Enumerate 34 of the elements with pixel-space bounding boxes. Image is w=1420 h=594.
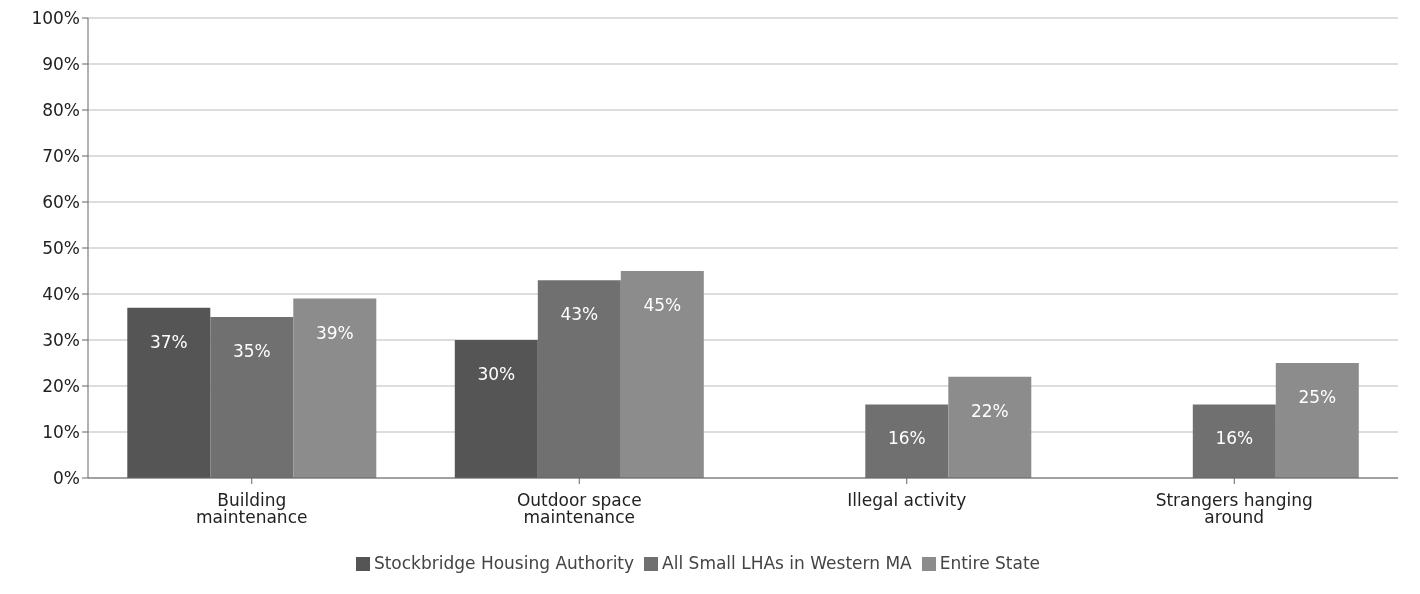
data-label: 43% [560, 304, 599, 325]
y-tick-label: 90% [42, 54, 80, 75]
y-tick-label: 40% [42, 284, 80, 305]
data-label: 39% [315, 322, 354, 343]
bar [454, 340, 538, 478]
legend-label: All Small LHAs in Western MA [662, 553, 912, 573]
data-label: 45% [643, 295, 682, 315]
bar [948, 376, 1032, 478]
y-tick-label: 20% [42, 376, 80, 397]
data-label: 22% [970, 400, 1009, 421]
y-tick-label: 30% [42, 330, 80, 351]
data-label: 35% [232, 341, 271, 361]
y-tick-label: 100% [31, 8, 80, 29]
data-label: 25% [1298, 387, 1337, 407]
y-tick-label: 10% [42, 422, 80, 443]
y-tick-label: 80% [42, 100, 80, 121]
legend-label: Stockbridge Housing Authority [373, 553, 635, 573]
bar [293, 298, 377, 478]
data-label: 16% [887, 428, 926, 449]
x-tick-label: Illegal activity [847, 490, 967, 511]
bar [1275, 363, 1359, 478]
legend-label: Entire State [939, 553, 1041, 573]
bar [127, 307, 211, 478]
y-tick-label: 0% [53, 468, 80, 489]
data-label: 30% [477, 364, 516, 384]
x-tick-label: Building maintenance [196, 490, 308, 528]
x-tick-label: Outdoor space maintenance [516, 490, 642, 528]
y-tick-label: 60% [42, 192, 80, 213]
y-tick-label: 70% [42, 146, 80, 167]
data-label: 16% [1215, 428, 1254, 449]
x-tick-label: Strangers hanging around [1155, 490, 1313, 528]
y-tick-label: 50% [42, 238, 80, 259]
data-label: 37% [149, 331, 188, 352]
bar [620, 271, 704, 478]
